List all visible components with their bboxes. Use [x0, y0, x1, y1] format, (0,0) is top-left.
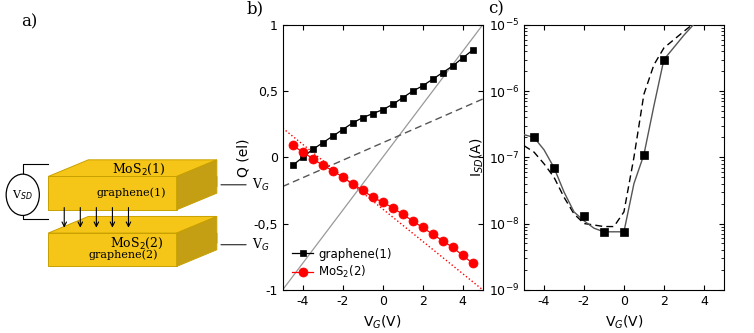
graphene(1): [308, 148, 317, 152]
graphene(1): [338, 128, 347, 132]
MoS$_2$(2): [428, 232, 437, 236]
MoS$_2$(2): [318, 163, 327, 167]
graphene(1): [358, 116, 367, 120]
MoS$_2$(2): [448, 245, 457, 249]
graphene(1): [458, 56, 467, 60]
Text: V$_G$: V$_G$: [252, 177, 269, 193]
Polygon shape: [176, 176, 217, 203]
Polygon shape: [48, 233, 176, 266]
graphene(1): [448, 64, 457, 68]
Line: graphene(1): graphene(1): [290, 47, 476, 169]
graphene(1): [418, 84, 427, 88]
MoS$_2$(2): [388, 206, 397, 210]
graphene(1): [398, 96, 407, 100]
MoS$_2$(2): [368, 195, 377, 199]
MoS$_2$(2): [408, 219, 417, 223]
Polygon shape: [48, 216, 217, 233]
Polygon shape: [176, 233, 217, 260]
Text: c): c): [488, 0, 504, 17]
Text: graphene(2): graphene(2): [88, 249, 158, 260]
graphene(1): [348, 121, 357, 125]
MoS$_2$(2): [358, 188, 367, 192]
graphene(1): [468, 48, 477, 52]
MoS$_2$(2): [338, 175, 347, 179]
Text: MoS$_2$(1): MoS$_2$(1): [112, 162, 166, 176]
Circle shape: [6, 174, 39, 215]
Line: MoS$_2$(2): MoS$_2$(2): [288, 141, 477, 268]
graphene(1): [298, 155, 308, 160]
Text: MoS$_2$(2): MoS$_2$(2): [111, 235, 164, 251]
Y-axis label: I$_{SD}$(A): I$_{SD}$(A): [469, 138, 486, 177]
Polygon shape: [48, 176, 176, 210]
MoS$_2$(2): [288, 144, 297, 148]
graphene(1): [318, 141, 327, 145]
Polygon shape: [48, 193, 176, 203]
MoS$_2$(2): [328, 168, 337, 172]
MoS$_2$(2): [308, 157, 317, 161]
Polygon shape: [176, 216, 217, 266]
MoS$_2$(2): [348, 182, 357, 186]
MoS$_2$(2): [398, 212, 407, 216]
graphene(1): [388, 103, 397, 107]
X-axis label: V$_G$(V): V$_G$(V): [363, 313, 402, 331]
Polygon shape: [48, 250, 176, 260]
Text: graphene(1): graphene(1): [97, 188, 166, 198]
graphene(1): [408, 89, 417, 93]
Polygon shape: [48, 160, 217, 176]
Legend: graphene(1), MoS$_2$(2): graphene(1), MoS$_2$(2): [289, 244, 395, 284]
MoS$_2$(2): [298, 150, 308, 154]
MoS$_2$(2): [418, 225, 427, 229]
Y-axis label: Q (el): Q (el): [237, 138, 250, 176]
X-axis label: V$_G$(V): V$_G$(V): [605, 313, 643, 331]
graphene(1): [428, 77, 437, 81]
Text: V$_G$: V$_G$: [252, 237, 269, 253]
MoS$_2$(2): [468, 261, 477, 265]
graphene(1): [368, 112, 377, 116]
graphene(1): [288, 163, 297, 167]
Polygon shape: [176, 160, 217, 210]
Text: b): b): [247, 0, 264, 17]
MoS$_2$(2): [438, 239, 447, 243]
Polygon shape: [48, 176, 217, 193]
Text: a): a): [21, 13, 38, 30]
MoS$_2$(2): [378, 200, 388, 204]
MoS$_2$(2): [458, 253, 467, 257]
Polygon shape: [48, 233, 217, 250]
graphene(1): [438, 71, 447, 75]
graphene(1): [328, 134, 337, 138]
Polygon shape: [75, 193, 150, 203]
Text: V$_{SD}$: V$_{SD}$: [12, 188, 33, 202]
graphene(1): [378, 108, 388, 112]
